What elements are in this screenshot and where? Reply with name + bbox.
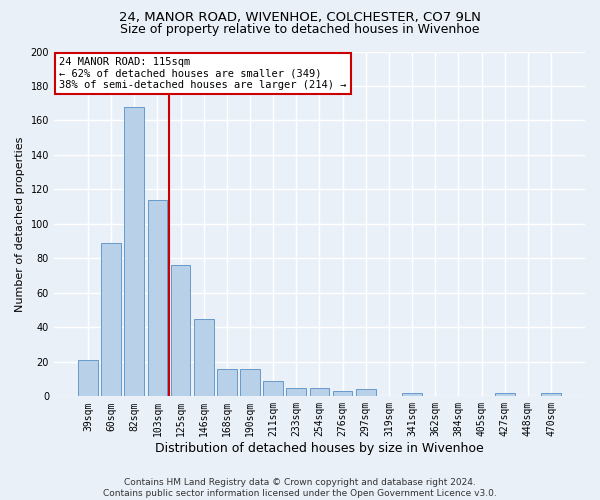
Y-axis label: Number of detached properties: Number of detached properties <box>15 136 25 312</box>
Bar <box>263 381 283 396</box>
Text: 24, MANOR ROAD, WIVENHOE, COLCHESTER, CO7 9LN: 24, MANOR ROAD, WIVENHOE, COLCHESTER, CO… <box>119 11 481 24</box>
Bar <box>310 388 329 396</box>
Text: 24 MANOR ROAD: 115sqm
← 62% of detached houses are smaller (349)
38% of semi-det: 24 MANOR ROAD: 115sqm ← 62% of detached … <box>59 56 347 90</box>
Bar <box>356 390 376 396</box>
Text: Contains HM Land Registry data © Crown copyright and database right 2024.
Contai: Contains HM Land Registry data © Crown c… <box>103 478 497 498</box>
Bar <box>541 393 561 396</box>
Bar <box>78 360 98 397</box>
X-axis label: Distribution of detached houses by size in Wivenhoe: Distribution of detached houses by size … <box>155 442 484 455</box>
Bar <box>170 266 190 396</box>
Bar <box>101 243 121 396</box>
Bar <box>124 106 144 397</box>
Bar <box>240 368 260 396</box>
Bar <box>217 368 236 396</box>
Bar <box>333 391 352 396</box>
Bar <box>286 388 306 396</box>
Bar <box>495 393 515 396</box>
Bar <box>402 393 422 396</box>
Bar <box>148 200 167 396</box>
Bar <box>194 318 214 396</box>
Text: Size of property relative to detached houses in Wivenhoe: Size of property relative to detached ho… <box>120 22 480 36</box>
